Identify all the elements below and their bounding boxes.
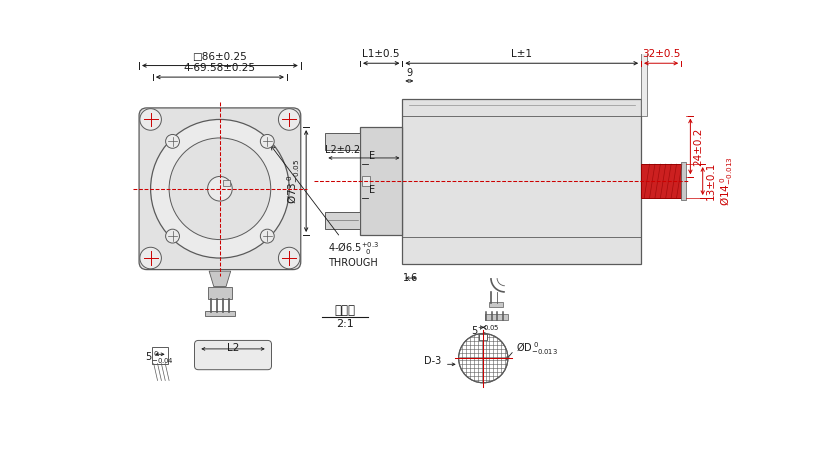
Bar	[152, 346, 168, 364]
Bar	[204, 311, 235, 316]
Bar	[362, 176, 370, 186]
Circle shape	[459, 333, 508, 383]
Circle shape	[208, 176, 232, 201]
Circle shape	[165, 229, 179, 243]
Bar	[360, 127, 402, 235]
FancyBboxPatch shape	[139, 108, 301, 270]
Text: 1.6: 1.6	[403, 273, 419, 283]
Text: L±1: L±1	[511, 50, 532, 59]
Text: ØD$^{\ 0}_{-0.013}$: ØD$^{\ 0}_{-0.013}$	[515, 341, 558, 357]
Circle shape	[169, 138, 271, 239]
Text: 轴、键: 轴、键	[334, 304, 355, 317]
Text: 5$^{\ 0}_{-0.04}$: 5$^{\ 0}_{-0.04}$	[145, 349, 175, 366]
Bar	[402, 99, 641, 264]
Circle shape	[278, 108, 300, 130]
Bar	[479, 333, 487, 340]
Circle shape	[260, 229, 274, 243]
Circle shape	[260, 135, 274, 148]
FancyBboxPatch shape	[194, 341, 272, 370]
Circle shape	[278, 247, 300, 269]
Text: Ø73$^{\ 0}_{-0.05}$: Ø73$^{\ 0}_{-0.05}$	[285, 158, 302, 203]
Text: E: E	[369, 185, 376, 195]
Text: 13±0.1: 13±0.1	[706, 162, 715, 200]
Bar	[326, 133, 360, 150]
Circle shape	[150, 119, 289, 258]
Text: E: E	[369, 151, 376, 161]
Text: 24±0.2: 24±0.2	[693, 127, 704, 166]
Text: L2±0.2: L2±0.2	[325, 145, 361, 155]
Circle shape	[140, 108, 161, 130]
Bar	[326, 212, 360, 229]
Text: L1±0.5: L1±0.5	[362, 50, 400, 59]
Text: 4-69.58±0.25: 4-69.58±0.25	[184, 63, 256, 73]
Text: 32±0.5: 32±0.5	[642, 50, 681, 59]
Bar	[484, 314, 508, 320]
Circle shape	[140, 247, 161, 269]
Text: Ø14$^{\ 0}_{-0.013}$: Ø14$^{\ 0}_{-0.013}$	[718, 156, 735, 206]
Bar	[208, 287, 232, 299]
Bar	[223, 180, 230, 186]
Text: 4-Ø6.5$^{+0.3}_{\ \ 0}$
THROUGH: 4-Ø6.5$^{+0.3}_{\ \ 0}$ THROUGH	[271, 146, 379, 268]
Polygon shape	[209, 271, 231, 287]
Bar	[641, 0, 647, 116]
Text: 2:1: 2:1	[336, 319, 353, 329]
Text: 5$^{+0.05}_{\ \ 0}$: 5$^{+0.05}_{\ \ 0}$	[471, 323, 500, 340]
Bar	[489, 302, 503, 306]
Bar	[681, 162, 686, 200]
Text: D-3: D-3	[425, 356, 441, 366]
Text: 9: 9	[406, 68, 412, 78]
Text: L2: L2	[227, 343, 239, 353]
Circle shape	[165, 135, 179, 148]
Text: □86±0.25: □86±0.25	[193, 52, 248, 62]
Bar	[641, 164, 681, 198]
